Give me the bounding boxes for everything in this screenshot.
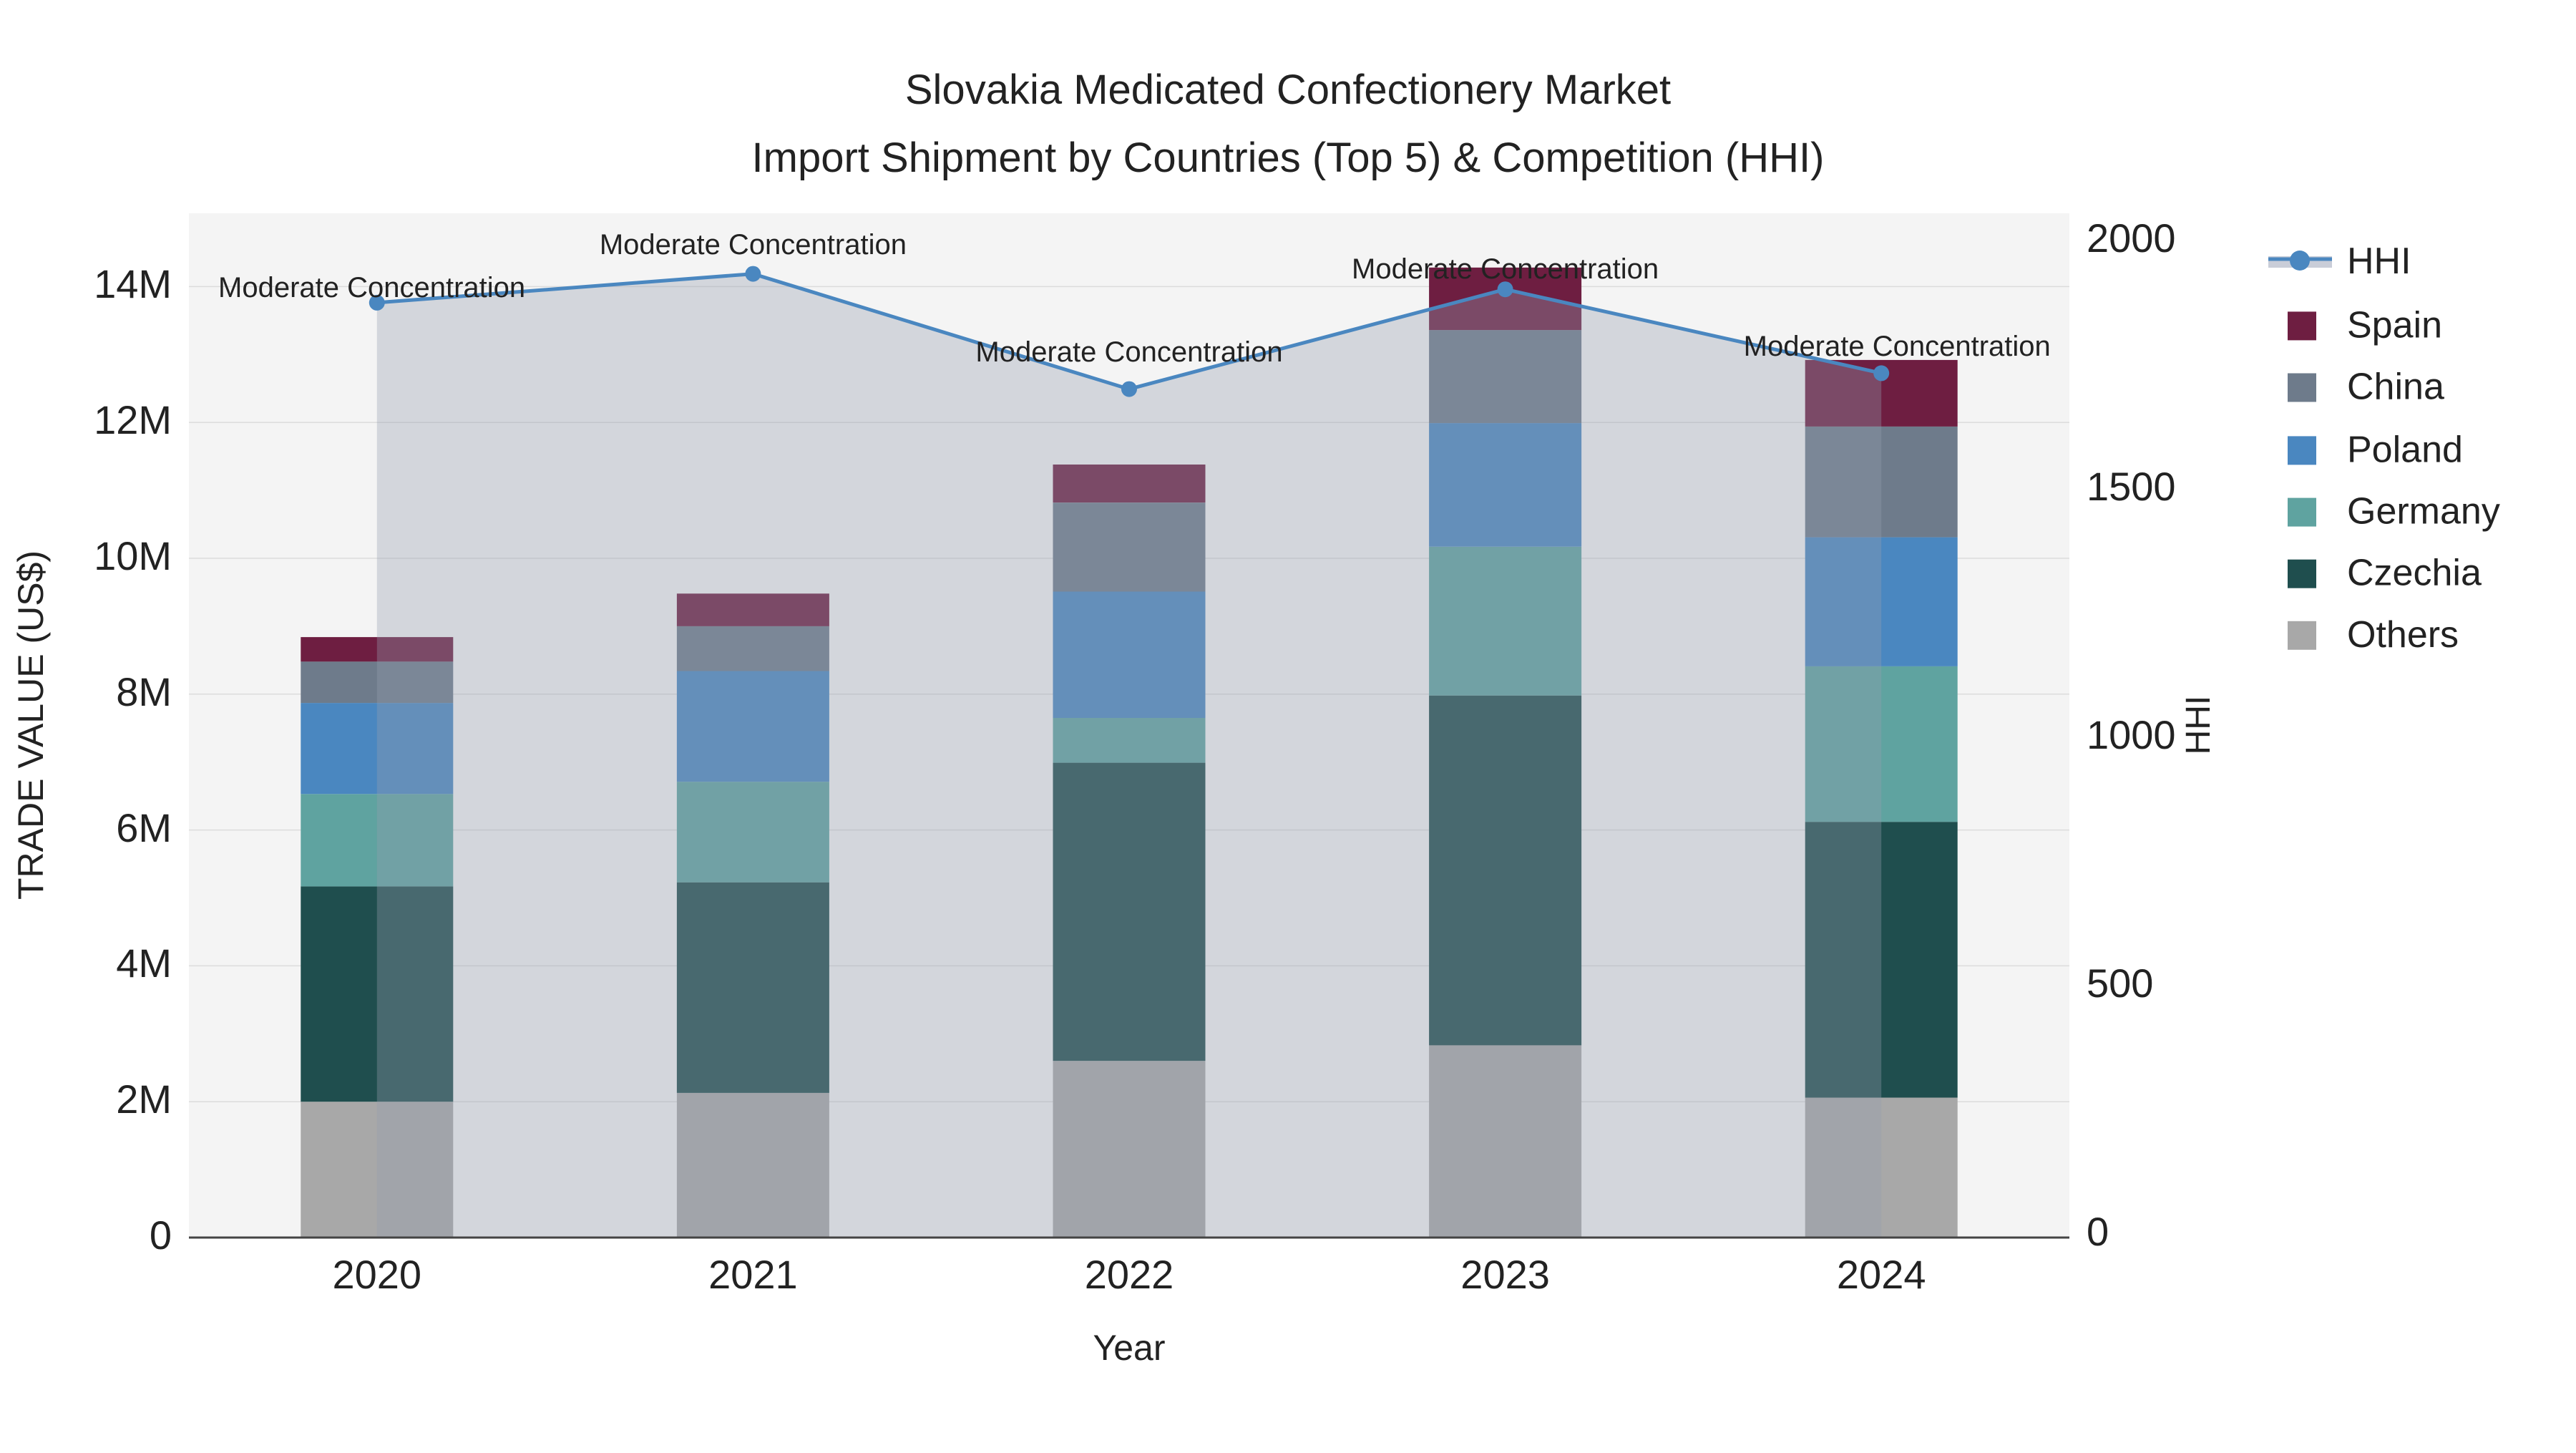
svg-text:Czechia: Czechia [2347,553,2482,594]
svg-text:10M: 10M [94,533,172,578]
svg-text:1000: 1000 [2087,712,2176,757]
svg-text:TRADE VALUE (US$): TRADE VALUE (US$) [11,550,51,900]
svg-text:HHI: HHI [2180,696,2218,755]
svg-text:2021: 2021 [708,1252,798,1297]
svg-text:Spain: Spain [2347,304,2442,346]
svg-text:0: 0 [150,1213,172,1258]
svg-text:China: China [2347,366,2444,408]
svg-text:8M: 8M [116,669,172,714]
svg-text:Year: Year [1093,1328,1165,1368]
svg-text:HHI: HHI [2347,240,2411,282]
svg-text:Slovakia Medicated Confectione: Slovakia Medicated Confectionery Market [905,67,1671,113]
svg-text:Germany: Germany [2347,491,2500,533]
svg-text:14M: 14M [94,261,172,306]
svg-text:1500: 1500 [2087,464,2176,509]
svg-text:Moderate Concentration: Moderate Concentration [600,229,907,261]
svg-text:2020: 2020 [333,1252,422,1297]
svg-text:2022: 2022 [1085,1252,1174,1297]
svg-text:Moderate Concentration: Moderate Concentration [218,272,525,303]
svg-text:2000: 2000 [2087,215,2176,261]
svg-text:2M: 2M [116,1077,172,1122]
svg-text:500: 500 [2087,961,2153,1006]
svg-text:Moderate Concentration: Moderate Concentration [975,336,1282,368]
svg-text:Poland: Poland [2347,429,2463,470]
svg-text:Others: Others [2347,614,2459,656]
svg-text:2024: 2024 [1837,1252,1926,1297]
svg-text:Import Shipment by Countries (: Import Shipment by Countries (Top 5) & C… [752,135,1825,181]
svg-text:6M: 6M [116,805,172,850]
svg-text:0: 0 [2087,1209,2109,1254]
svg-text:12M: 12M [94,397,172,442]
svg-text:2023: 2023 [1460,1252,1550,1297]
svg-text:Moderate Concentration: Moderate Concentration [1744,331,2051,362]
svg-text:4M: 4M [116,941,172,986]
svg-text:Moderate Concentration: Moderate Concentration [1352,253,1659,285]
